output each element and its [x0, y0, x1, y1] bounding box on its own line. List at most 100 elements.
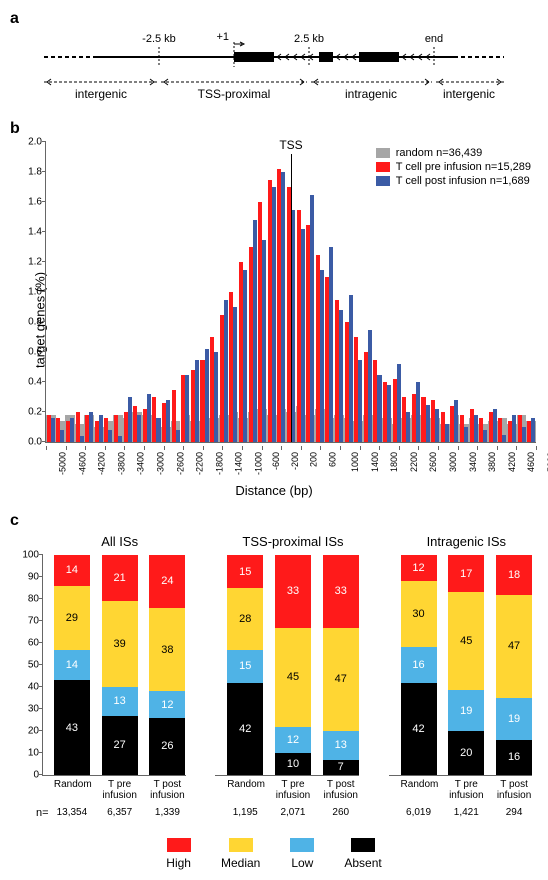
stacked-bar: 42152815 — [227, 555, 263, 775]
bar-segment-high: 15 — [227, 555, 263, 588]
post-bar — [310, 195, 314, 443]
post-bar — [512, 415, 516, 442]
stacked-bar-group: Intragenic ISs421630122019451716194718Ra… — [395, 534, 538, 818]
bar-label: T post infusion — [496, 779, 532, 801]
legend-swatch — [376, 162, 390, 172]
x-tick: -4200 — [97, 452, 107, 475]
post-bar — [397, 364, 401, 442]
x-tick: -1800 — [214, 452, 224, 475]
y-tick: 0.4 — [28, 377, 42, 388]
bar-segment-low: 14 — [54, 650, 90, 681]
post-bar — [531, 418, 535, 442]
post-bar — [156, 418, 160, 442]
y-tick: 20 — [28, 726, 43, 737]
legend-swatch — [167, 838, 191, 852]
post-bar — [445, 424, 449, 442]
bar-segment-absent: 27 — [102, 716, 138, 775]
label-plus25: 2.5 kb — [294, 33, 324, 45]
panel-a-label: a — [10, 10, 538, 28]
x-tick: 2600 — [428, 452, 438, 472]
post-bar — [483, 430, 487, 442]
legend-c: HighMedianLowAbsent — [10, 838, 538, 870]
x-tick: -1400 — [234, 452, 244, 475]
post-bar — [185, 375, 189, 443]
post-bar — [233, 307, 237, 442]
post-bar — [406, 412, 410, 442]
y-tick: 0.0 — [28, 437, 42, 448]
stacked-bar: 42163012 — [401, 555, 437, 775]
post-bar — [51, 418, 55, 442]
y-tick: 0.6 — [28, 347, 42, 358]
post-bar — [349, 295, 353, 442]
n-value: 1,195 — [227, 807, 263, 818]
bar-segment-low: 19 — [448, 690, 484, 731]
n-value: 13,354 — [54, 807, 90, 818]
bar-segment-high: 33 — [323, 555, 359, 628]
y-tick: 70 — [28, 616, 43, 627]
bar-segment-median: 38 — [149, 608, 185, 692]
stacked-bar: 26123824 — [149, 555, 185, 775]
bar-label: T pre infusion — [275, 779, 311, 801]
legend-item: random n=36,439 — [376, 147, 531, 159]
x-tick: -600 — [271, 452, 281, 470]
label-end: end — [425, 33, 443, 45]
bar-segment-low: 13 — [323, 731, 359, 760]
tss-line — [291, 154, 292, 442]
y-tick: 40 — [28, 682, 43, 693]
bar-segment-high: 33 — [275, 555, 311, 628]
legend-item: Absent — [344, 838, 381, 870]
stacked-bar: 43142914 — [54, 555, 90, 775]
legend-label: Median — [221, 856, 260, 870]
group-title: All ISs — [48, 534, 191, 549]
post-bar — [147, 394, 151, 442]
group-title: TSS-proximal ISs — [221, 534, 364, 549]
y-tick: 0.2 — [28, 407, 42, 418]
x-tick: 1400 — [370, 452, 380, 472]
bar-segment-median: 39 — [102, 601, 138, 687]
x-tick: -2600 — [175, 452, 185, 475]
panel-c-chart: Target genes (%) All ISs0102030405060708… — [10, 534, 538, 870]
bar-segment-high: 24 — [149, 555, 185, 608]
stacked-bar: 16194718 — [496, 555, 532, 775]
bar-label: T post infusion — [149, 779, 185, 801]
legend-item: T cell pre infusion n=15,289 — [376, 161, 531, 173]
x-tick: -3000 — [156, 452, 166, 475]
post-bar — [272, 187, 276, 442]
legend-item: T cell post infusion n=1,689 — [376, 175, 531, 187]
x-tick: 4600 — [526, 452, 536, 472]
post-bar — [358, 360, 362, 443]
y-tick: 0.8 — [28, 317, 42, 328]
post-bar — [166, 400, 170, 442]
y-tick: 0 — [33, 770, 43, 781]
legend-label: random n=36,439 — [396, 147, 483, 159]
post-bar — [262, 240, 266, 443]
legend-b: random n=36,439 T cell pre infusion n=15,… — [376, 147, 531, 189]
panel-a-diagram: -2.5 kb +1 2.5 kb end intergenic TSS-pro… — [39, 32, 509, 110]
post-bar — [329, 247, 333, 442]
bar-segment-median: 45 — [448, 592, 484, 690]
y-tick: 2.0 — [28, 137, 42, 148]
post-bar — [474, 415, 478, 442]
bars-row: 42152815101245337134733 — [221, 555, 364, 775]
legend-label: T cell post infusion n=1,689 — [396, 175, 530, 187]
legend-label: High — [166, 856, 191, 870]
n-prefix: n= — [36, 807, 49, 819]
x-tick: 1000 — [350, 452, 360, 472]
x-tick: -5000 — [58, 452, 68, 475]
legend-swatch — [376, 148, 390, 158]
post-bar — [464, 427, 468, 442]
post-bar — [70, 418, 74, 442]
stacked-bar: 7134733 — [323, 555, 359, 775]
n-value: 6,019 — [401, 807, 437, 818]
stacked-bar: 27133921 — [102, 555, 138, 775]
post-bar — [502, 435, 506, 443]
y-tick: 80 — [28, 594, 43, 605]
x-tick: -1000 — [254, 452, 264, 475]
label-intergenic-left: intergenic — [75, 87, 127, 101]
x-tick: 3000 — [448, 452, 458, 472]
y-tick: 90 — [28, 572, 43, 583]
x-tick: -4600 — [77, 452, 87, 475]
bar-segment-absent: 42 — [401, 683, 437, 775]
post-bar — [128, 397, 132, 442]
n-value: 294 — [496, 807, 532, 818]
